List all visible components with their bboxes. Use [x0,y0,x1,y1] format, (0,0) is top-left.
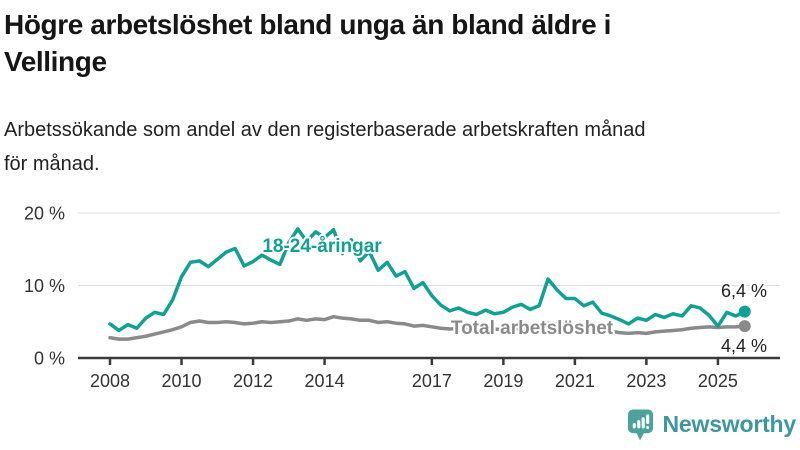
x-tick-label: 2017 [412,371,452,391]
x-tick-label: 2025 [698,371,738,391]
title-line-1: Högre arbetslöshet bland unga än bland ä… [4,9,612,40]
x-tick-label: 2012 [233,371,273,391]
series-label-total: Total arbetslöshet [451,318,614,339]
x-tick-label: 2008 [90,371,130,391]
bar-chart-speech-bubble-icon [627,409,653,441]
newsworthy-logo: Newsworthy [625,408,796,441]
x-tick-label: 2023 [626,371,666,391]
line-chart: 2008 2010 2012 2014 2017 2019 2021 2023 2025 0 % 1… [0,190,800,405]
x-tick-label: 2019 [483,371,523,391]
x-tick-label: 2014 [305,371,345,391]
subtitle-line-2: för månad. [4,153,100,175]
series-line-18-24-åringar [108,227,747,333]
y-tick-label: 0 % [34,349,65,369]
chart-svg: 2008 2010 2012 2014 2017 2019 2021 2023 2025 0 % 1… [24,204,780,391]
series-end-dot-18-24-åringar [738,305,751,318]
subtitle-line-1: Arbetssökande som andel av den registerb… [4,119,646,141]
series-layer [108,227,747,341]
end-value-label-total: 4,4 % [721,336,767,356]
dot-layer [738,305,751,333]
series-end-dot-Total arbetslöshet [738,320,751,333]
series-line-Total arbetslöshet [108,314,747,341]
y-tick-label: 20 % [24,204,65,224]
page-title: Högre arbetslöshet bland unga än bland ä… [4,6,611,80]
x-tick-label: 2010 [161,371,201,391]
y-tick-label: 10 % [24,276,65,296]
series-label-young: 18-24-åringar [262,236,382,257]
end-value-label-young: 6,4 % [721,281,767,301]
grid-layer [78,212,780,286]
chart-subtitle: Arbetssökande som andel av den registerb… [4,113,646,181]
axis-layer: 2008 2010 2012 2014 2017 2019 2021 2023 2025 0 % 1… [24,204,780,391]
title-line-2: Vellinge [4,46,107,77]
newsworthy-wordmark: Newsworthy [662,411,797,437]
x-tick-label: 2021 [555,371,595,391]
